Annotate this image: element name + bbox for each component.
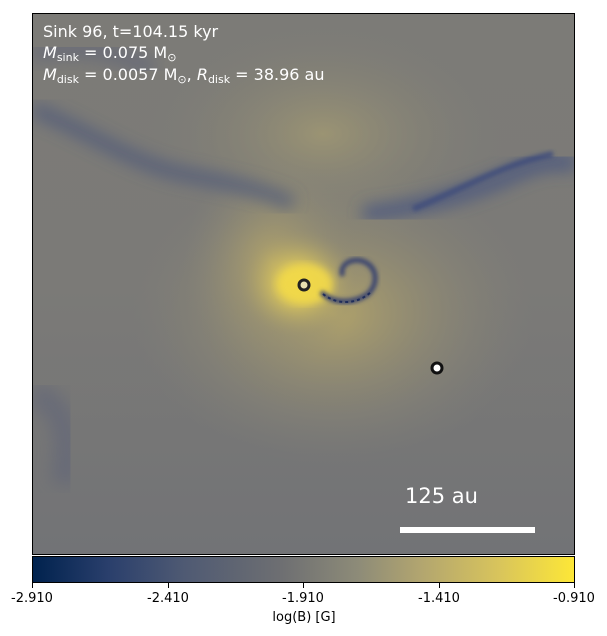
disk-properties: Mdisk = 0.0057 M⊙, Rdisk = 38.96 au [43, 65, 325, 86]
sink-title: Sink 96, t=104.15 kyr [43, 22, 219, 41]
colorbar-label: log(B) [G] [272, 610, 336, 625]
colorbar-tick-label: -0.910 [553, 591, 595, 606]
colorbar-tick-label: -1.410 [418, 591, 460, 606]
colorbar-tick [574, 583, 575, 588]
colorbar-tick-label: -1.910 [282, 591, 324, 606]
colorbar-tick [303, 583, 304, 588]
colorbar-tick [439, 583, 440, 588]
colorbar [32, 556, 575, 583]
magnetic-field-map [33, 14, 574, 554]
colorbar-tick [32, 583, 33, 588]
colorbar-tick-label: -2.910 [11, 591, 53, 606]
scale-bar-label: 125 au [405, 484, 478, 508]
scale-bar [400, 527, 535, 533]
colorbar-tick-label: -2.410 [147, 591, 189, 606]
colorbar-tick [168, 583, 169, 588]
sink-mass: Msink = 0.075 M⊙ [43, 43, 177, 64]
image-panel: Sink 96, t=104.15 kyr Msink = 0.075 M⊙ M… [32, 13, 575, 555]
